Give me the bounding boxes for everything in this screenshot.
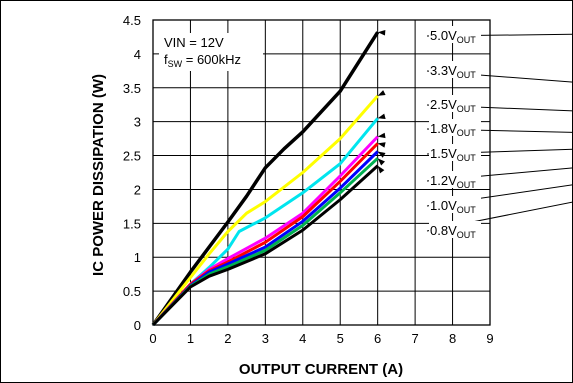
y-axis-title: IC POWER DISSIPATION (W) xyxy=(90,74,107,276)
label-background xyxy=(429,171,481,188)
y-tick-label: 3 xyxy=(134,115,141,130)
label-arrowhead xyxy=(377,142,386,148)
label-arrowhead xyxy=(377,158,385,166)
label-leader xyxy=(426,33,573,37)
series-lines xyxy=(151,31,380,327)
series-label: 1.8VOUT xyxy=(430,121,476,138)
label-leader xyxy=(426,70,573,83)
series-line xyxy=(151,31,380,327)
tick-labels: 0 1 2 3 4 5 6 7 8 9 0 0.5 1 1.5 2 2.5 3 3.5 4 4.5 xyxy=(123,13,494,346)
label-background xyxy=(429,95,481,112)
x-tick-label: 8 xyxy=(449,331,456,346)
label-arrowhead xyxy=(377,90,386,96)
y-tick-label: 4 xyxy=(134,47,141,62)
y-tick-label: 4.5 xyxy=(123,13,141,28)
x-tick-label: 4 xyxy=(299,331,306,346)
series-line xyxy=(151,94,379,326)
label-leader xyxy=(426,167,573,182)
label-arrowhead xyxy=(377,165,385,174)
label-leader xyxy=(426,184,573,207)
x-tick-label: 5 xyxy=(337,331,344,346)
label-arrowhead xyxy=(377,151,386,158)
label-leader xyxy=(426,104,573,112)
label-background xyxy=(429,26,481,43)
series-label: 2.5VOUT xyxy=(430,97,476,114)
x-tick-label: 6 xyxy=(374,331,381,346)
y-tick-label: 0.5 xyxy=(123,284,141,299)
x-tick-label: 1 xyxy=(187,331,194,346)
y-tick-label: 2 xyxy=(134,182,141,197)
label-arrowhead xyxy=(377,113,386,119)
annotation-vin: VIN = 12V xyxy=(164,35,224,50)
x-tick-label: 7 xyxy=(411,331,418,346)
label-background xyxy=(429,221,481,238)
annotation-box xyxy=(159,33,263,71)
label-background xyxy=(429,61,481,78)
y-tick-label: 1.5 xyxy=(123,216,141,231)
series-label: 5.0VOUT xyxy=(430,28,476,45)
label-leader xyxy=(426,201,573,232)
y-tick-label: 2.5 xyxy=(123,149,141,164)
label-arrowhead xyxy=(377,30,386,36)
label-background xyxy=(429,144,481,161)
series-label: 1.2VOUT xyxy=(430,173,476,190)
annotation-fsw: fSW = 600kHz xyxy=(164,52,241,69)
x-tick-label: 9 xyxy=(486,331,493,346)
y-tick-label: 1 xyxy=(134,250,141,265)
label-leader xyxy=(426,148,573,155)
label-background xyxy=(429,119,481,136)
y-tick-label: 3.5 xyxy=(123,81,141,96)
y-tick-label: 0 xyxy=(134,318,141,333)
series-label: 1.5VOUT xyxy=(430,146,476,163)
series-label: 0.8VOUT xyxy=(430,223,476,240)
label-leader xyxy=(426,128,573,133)
x-tick-label: 3 xyxy=(262,331,269,346)
label-background xyxy=(429,196,481,213)
series-line xyxy=(151,164,379,327)
series-labels: 5.0VOUT 3.3VOUT 2.5VOUT 1.8VOUT 1.5VOUT 1.2VO… xyxy=(377,26,573,240)
x-tick-label: 0 xyxy=(149,331,156,346)
x-tick-label: 2 xyxy=(224,331,231,346)
series-label: 3.3VOUT xyxy=(430,63,476,80)
x-axis-title: OUTPUT CURRENT (A) xyxy=(239,361,403,378)
series-label: 1.0VOUT xyxy=(430,198,476,215)
label-arrowhead xyxy=(377,132,386,139)
